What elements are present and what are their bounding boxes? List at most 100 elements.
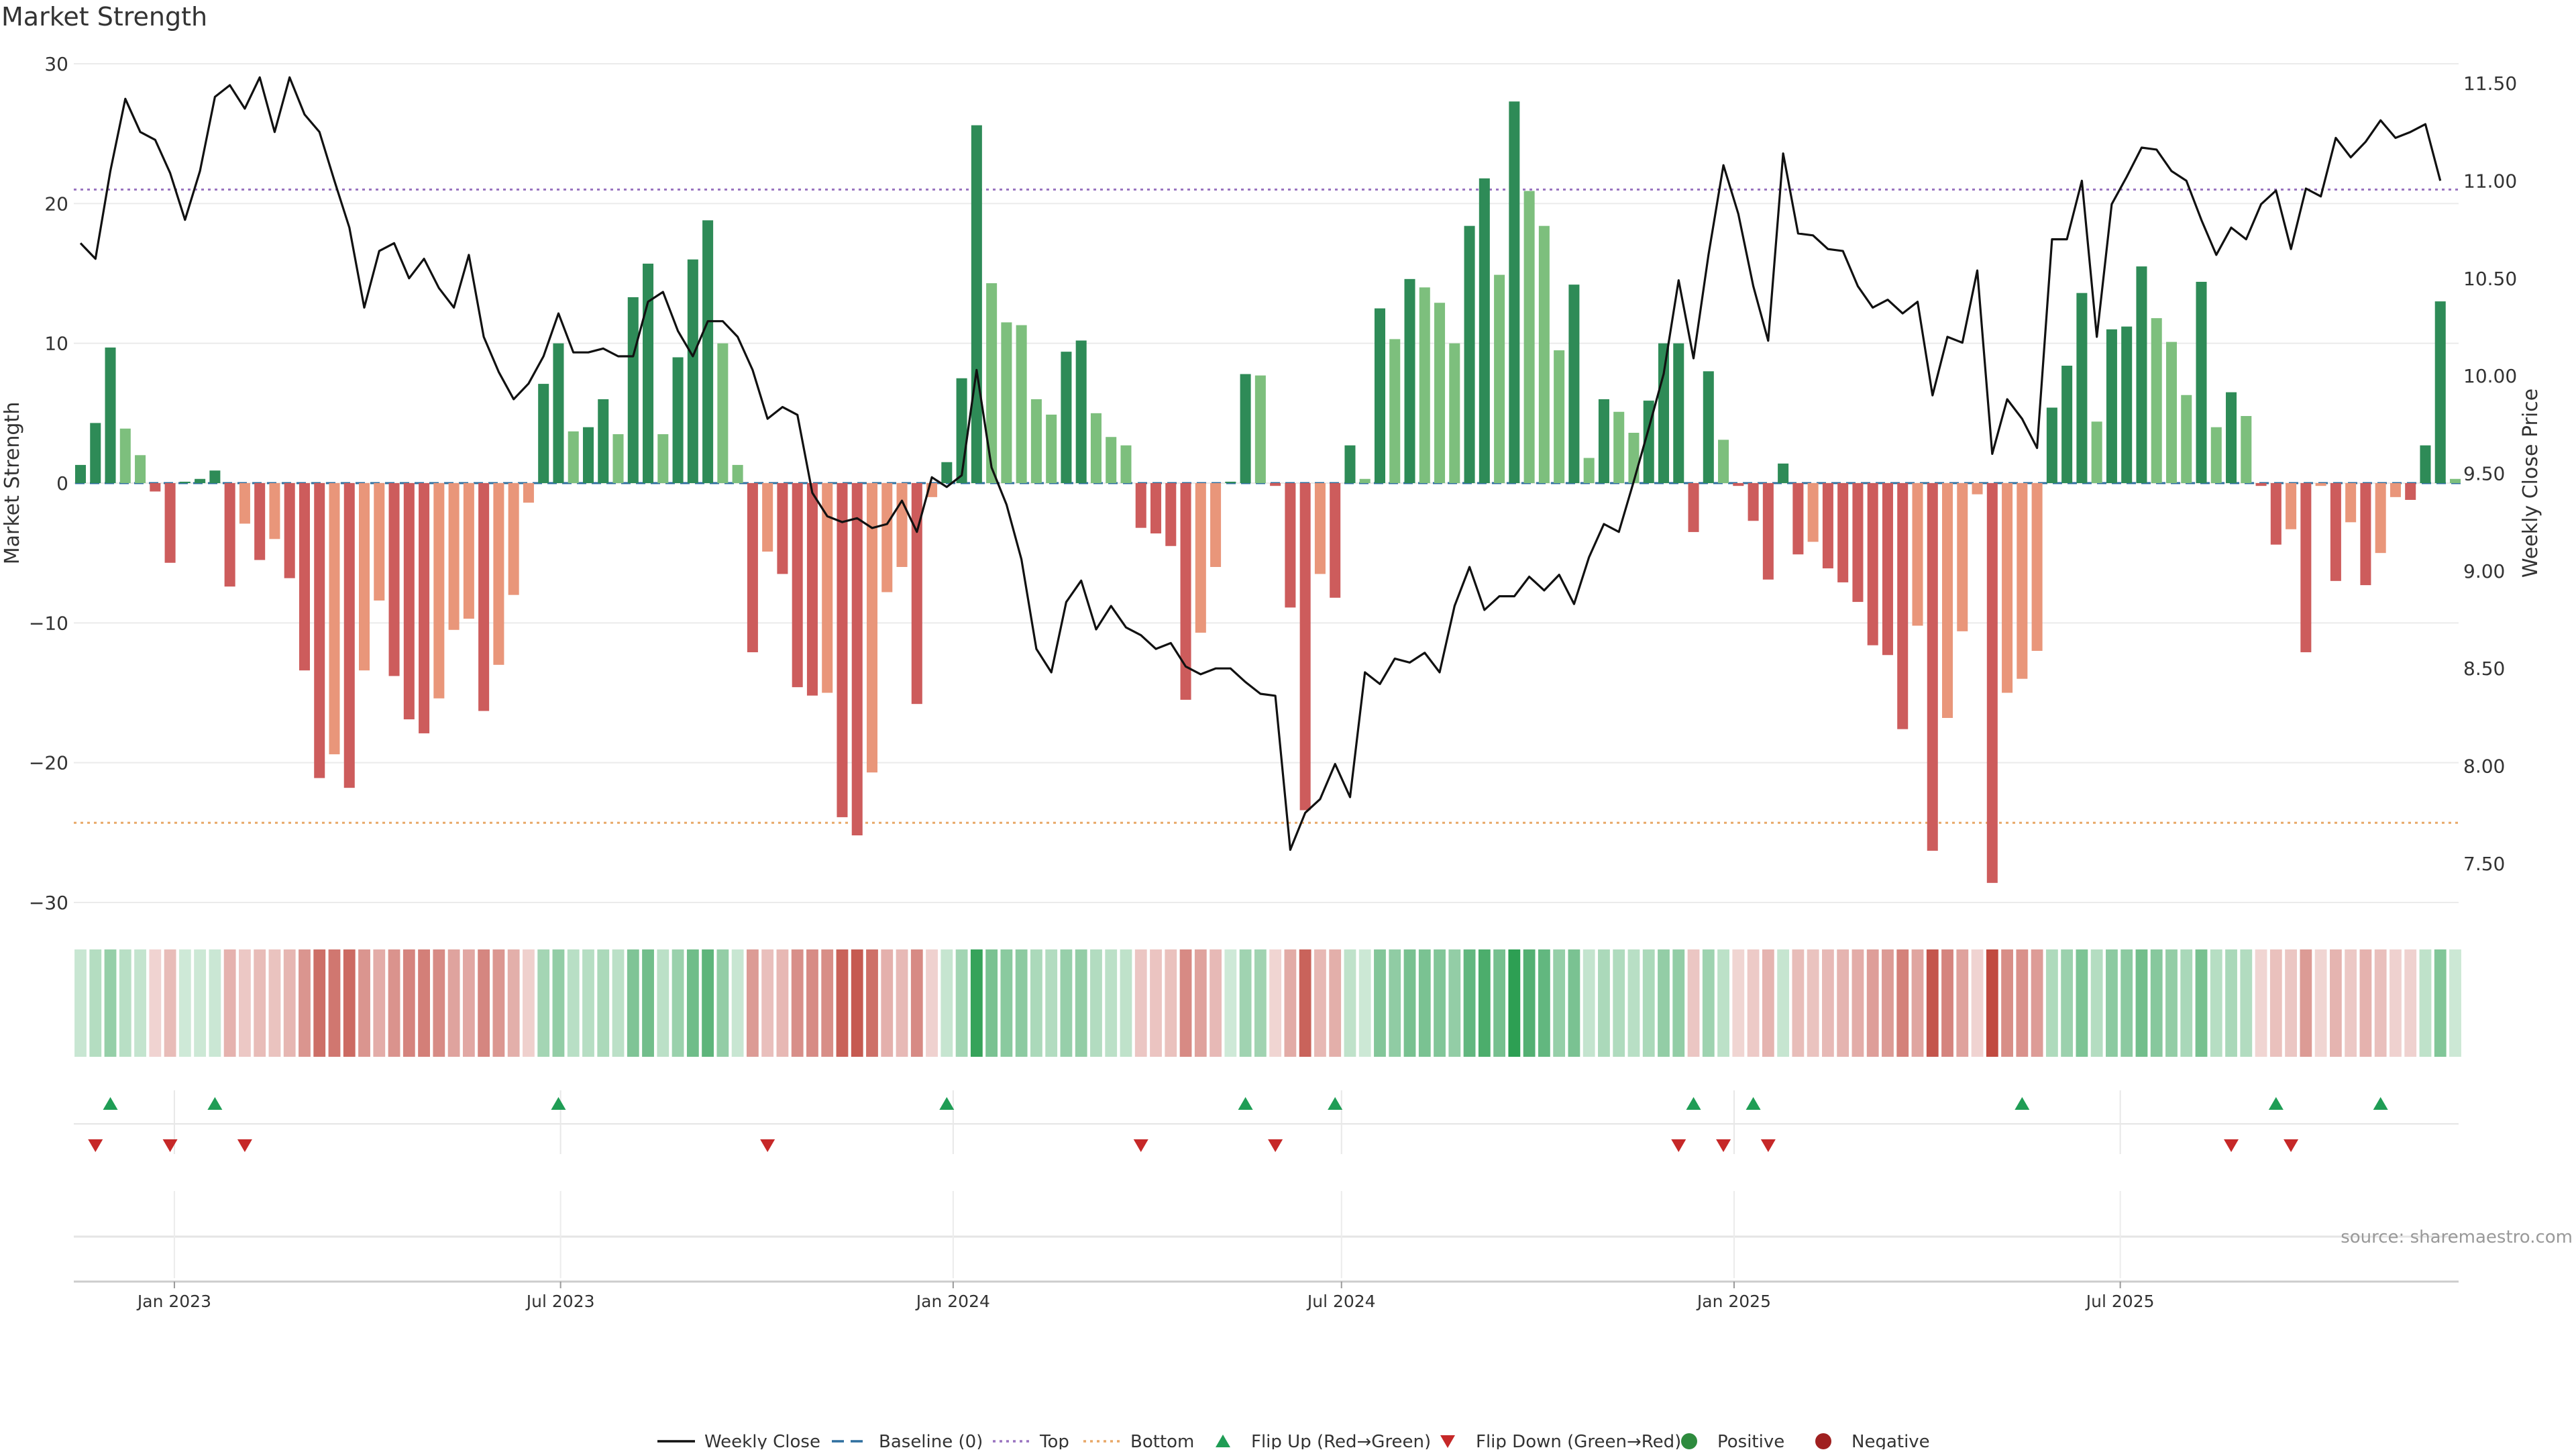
strength-bar — [1583, 458, 1595, 483]
strength-bar — [896, 483, 908, 567]
left-tick-label: 30 — [44, 53, 68, 75]
strength-bar — [687, 259, 698, 483]
reference-lines — [74, 189, 2461, 824]
strength-bar — [388, 483, 400, 676]
strength-bar — [1270, 483, 1281, 486]
strength-bar — [2210, 427, 2222, 483]
heat-cell — [1672, 949, 1685, 1057]
strength-bar — [105, 347, 116, 483]
legend-item: Positive — [1681, 1432, 1784, 1452]
heat-cell — [926, 949, 938, 1057]
x-axis: Jan 2023 Jul 2023 Jan 2024 Jul 2024 Jan 2025… — [74, 1280, 2459, 1311]
heat-cell — [2076, 949, 2088, 1057]
heat-cell — [1523, 949, 1536, 1057]
heat-cell — [1911, 949, 1924, 1057]
flip-down-marker — [1760, 1139, 1776, 1152]
strength-bar — [732, 464, 743, 483]
heat-cell — [134, 949, 146, 1057]
heat-cell — [2090, 949, 2103, 1057]
heat-cell — [1941, 949, 1953, 1057]
legend-item: Baseline (0) — [832, 1432, 983, 1452]
strength-bar — [851, 483, 863, 835]
heat-cell — [1926, 949, 1939, 1057]
heat-cell — [283, 949, 296, 1057]
strength-bar — [2017, 483, 2028, 679]
heat-cell — [507, 949, 520, 1057]
heat-cell — [299, 949, 311, 1057]
heat-cell — [447, 949, 460, 1057]
right-tick-label: 9.00 — [2463, 560, 2505, 582]
right-tick-label: 7.50 — [2463, 853, 2505, 875]
strength-bar — [135, 455, 146, 483]
strength-bar — [90, 423, 101, 483]
heat-cell — [1030, 949, 1042, 1057]
heat-cell — [537, 949, 550, 1057]
strength-bar — [1807, 483, 1819, 542]
strength-bar — [2449, 478, 2461, 483]
legend-item: Flip Down (Green→Red) — [1440, 1432, 1681, 1452]
heat-cell — [1717, 949, 1729, 1057]
strength-bar — [2390, 483, 2401, 497]
heat-cell — [866, 949, 878, 1057]
heat-cell — [2329, 949, 2342, 1057]
heat-cell — [254, 949, 266, 1057]
heat-cell — [2195, 949, 2208, 1057]
strength-bar — [314, 483, 325, 778]
flip-up-marker — [207, 1097, 223, 1110]
strength-bar — [866, 483, 878, 773]
strength-bar — [1523, 191, 1535, 483]
flip-up-marker — [1238, 1097, 1253, 1110]
strength-bar — [493, 483, 504, 665]
heat-cell — [2045, 949, 2058, 1057]
heat-cell — [1060, 949, 1073, 1057]
heat-cell — [164, 949, 176, 1057]
right-tick-label: 11.00 — [2463, 170, 2517, 192]
strength-bar — [2360, 483, 2371, 586]
strength-bar — [2420, 445, 2431, 483]
heat-cell — [1105, 949, 1118, 1057]
strength-bar — [1748, 483, 1759, 521]
strength-bar — [1135, 483, 1146, 528]
strength-bar — [2286, 483, 2297, 529]
strength-bar — [2061, 366, 2073, 483]
legend-label: Flip Down (Green→Red) — [1476, 1432, 1681, 1449]
heat-cell — [1792, 949, 1805, 1057]
strength-bar — [1285, 483, 1296, 608]
heat-cell — [1627, 949, 1640, 1057]
heat-cell — [941, 949, 953, 1057]
strength-bar — [419, 483, 430, 733]
heat-cell — [1807, 949, 1819, 1057]
heat-cell — [1956, 949, 1969, 1057]
x-tick-label: Jul 2025 — [2085, 1292, 2155, 1311]
heat-cell — [955, 949, 968, 1057]
strength-bar — [2181, 395, 2192, 483]
chart-title: Market Strength — [1, 2, 207, 32]
heat-cell — [1314, 949, 1326, 1057]
heat-cell — [2106, 949, 2118, 1057]
left-axis: 30 20 10 0 −10 −20 −30 — [29, 53, 68, 914]
x-tick-label: Jul 2023 — [525, 1292, 595, 1311]
heat-cell — [358, 949, 370, 1057]
strength-bar — [1509, 101, 1520, 483]
heat-cell — [119, 949, 131, 1057]
strength-bar — [986, 283, 998, 483]
legend-swatch — [1681, 1433, 1697, 1449]
legend-swatch — [1815, 1433, 1831, 1449]
heat-cell — [702, 949, 714, 1057]
heat-cell — [657, 949, 669, 1057]
legend-item: Top — [993, 1432, 1069, 1452]
flip-up-marker — [1746, 1097, 1761, 1110]
heat-cell — [1090, 949, 1102, 1057]
heat-cell — [1120, 949, 1132, 1057]
strength-bar — [1330, 483, 1341, 598]
strength-bar — [1733, 483, 1744, 486]
heat-cell — [194, 949, 207, 1057]
strength-bar — [1180, 483, 1191, 700]
flip-up-marker — [1328, 1097, 1343, 1110]
strength-bar — [1912, 483, 1923, 626]
strength-bar — [1897, 483, 1909, 729]
heat-cell — [1463, 949, 1476, 1057]
strength-bar — [343, 483, 355, 788]
strength-bar — [1001, 322, 1012, 483]
heat-cell — [791, 949, 804, 1057]
